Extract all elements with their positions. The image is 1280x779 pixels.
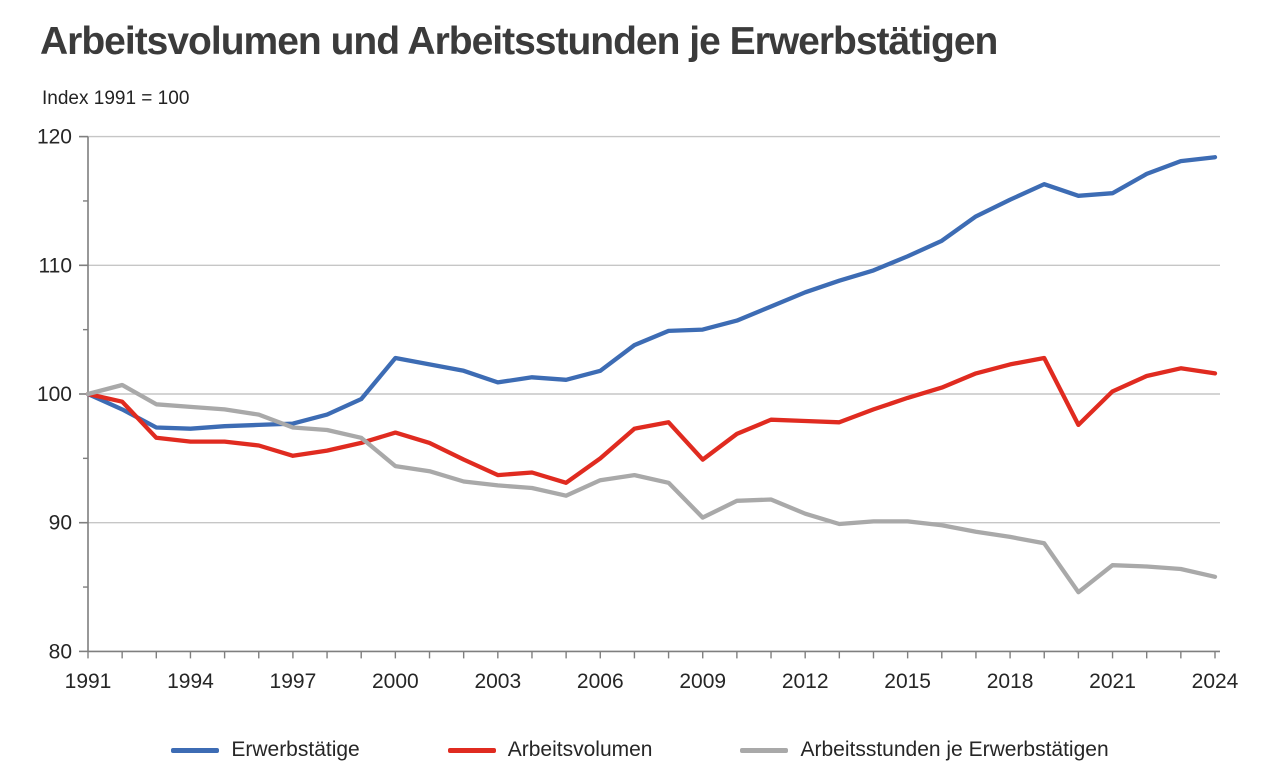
y-tick-label: 80 bbox=[49, 640, 72, 663]
y-tick-label: 120 bbox=[37, 126, 72, 149]
x-tick-label: 2015 bbox=[884, 670, 931, 693]
y-tick-label: 90 bbox=[49, 512, 72, 535]
x-tick-label: 2006 bbox=[577, 670, 624, 693]
legend-item-arbeitsvolumen: Arbeitsvolumen bbox=[447, 738, 653, 762]
chart-legend: Erwerbstätige Arbeitsvolumen Arbeitsstun… bbox=[0, 728, 1280, 772]
y-tick-label: 100 bbox=[37, 383, 72, 406]
x-tick-label: 2009 bbox=[679, 670, 726, 693]
x-tick-label: 1994 bbox=[167, 670, 214, 693]
chart-subtitle: Index 1991 = 100 bbox=[42, 88, 190, 109]
legend-item-erwerbstaetige: Erwerbstätige bbox=[171, 738, 360, 762]
x-tick-label: 2021 bbox=[1089, 670, 1136, 693]
legend-label: Erwerbstätige bbox=[231, 738, 360, 761]
legend-item-arbeitsstunden: Arbeitsstunden je Erwerbstätigen bbox=[740, 738, 1109, 762]
y-tick-label: 110 bbox=[39, 254, 72, 277]
x-tick-label: 2018 bbox=[987, 670, 1034, 693]
line-series-arbeitsstunden-je-erwerbstaetigen bbox=[85, 382, 1218, 595]
legend-swatch-blue-line bbox=[171, 747, 220, 753]
line-series-erwerbstaetige bbox=[85, 155, 1218, 431]
legend-label: Arbeitsstunden je Erwerbstätigen bbox=[800, 738, 1109, 761]
legend-swatch-gray-line bbox=[740, 747, 789, 753]
line-chart-plot-area: 80 90 100 110 120 1991 1994 1997 2000 2003 2006 200… bbox=[37, 126, 1239, 693]
legend-label: Arbeitsvolumen bbox=[507, 738, 653, 761]
x-tick-label: 2024 bbox=[1192, 670, 1239, 693]
line-series-arbeitsvolumen bbox=[85, 355, 1218, 485]
x-tick-label: 1997 bbox=[270, 670, 317, 693]
legend-swatch-red-line bbox=[447, 747, 496, 753]
x-tick-label: 2012 bbox=[782, 670, 829, 693]
x-tick-label: 2000 bbox=[372, 670, 419, 693]
x-tick-label: 1991 bbox=[65, 670, 112, 693]
x-tick-label: 2003 bbox=[474, 670, 521, 693]
chart-title: Arbeitsvolumen und Arbeitsstunden je Erw… bbox=[40, 20, 998, 63]
